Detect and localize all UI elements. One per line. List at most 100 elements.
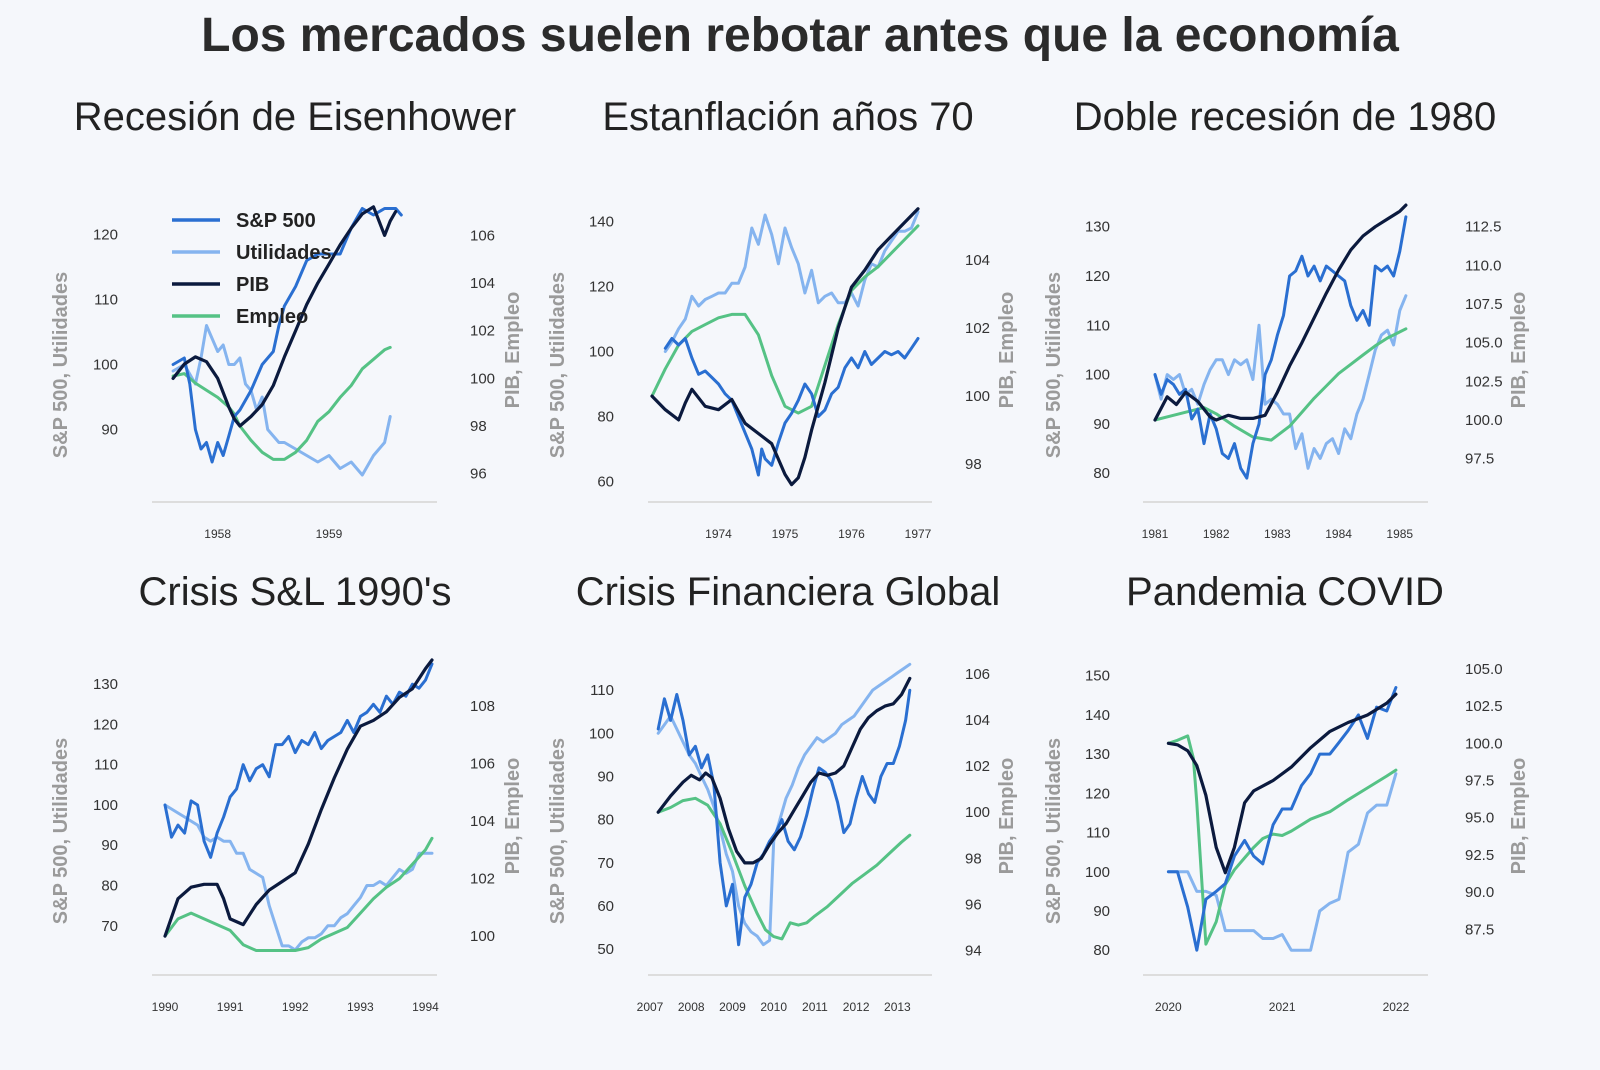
y-tick-label: 140 [1085,707,1110,724]
y-tick-label: 130 [1085,746,1110,763]
series-line-utilidades [663,210,920,353]
y2-tick-label: 87.5 [1465,921,1494,938]
y-tick-label: 90 [597,768,614,785]
y-tick-label: 90 [1093,903,1110,920]
panel-crisis-financiera-global: 2007 2008 2009 2010 2011 2012 2013 50 60 70 80 90 10… [547,662,1018,1014]
series-line-s-p-500 [171,207,403,464]
y-tick-label: 150 [1085,668,1110,685]
y2-tick-label: 90.0 [1465,884,1494,901]
y-axis-label: S&P 500, Utilidades [1043,272,1065,458]
x-tick-label: 1958 [204,527,231,541]
series-line-utilidades [171,324,392,477]
y-axis-label: S&P 500, Utilidades [1043,738,1065,924]
y2-tick-label: 92.5 [1465,847,1494,864]
x-tick-label: 2010 [760,1000,787,1014]
y-tick-label: 120 [93,716,118,733]
y-tick-label: 100 [93,357,118,374]
legend-label-utilidades: Utilidades [236,242,332,264]
panel-estanflacion-anos-70: 1974 1975 1976 1977 60 80 100 120 140 98 100 102 104… [547,207,1018,541]
panel-title-crisis-financiera-global: Crisis Financiera Global [575,570,1001,614]
y-tick-label: 140 [589,214,614,231]
y-axis-label: S&P 500, Utilidades [50,272,72,458]
y2-tick-label: 104 [470,275,495,292]
y2-tick-label: 105.0 [1465,335,1503,352]
series-line-pib [1153,203,1408,422]
y2-tick-label: 96 [965,896,982,913]
panel-crisis-s-l-1990-s: 1990 1991 1992 1993 1994 70 80 90 100 110 120 130 10… [50,658,524,1014]
series-line-empleo [656,796,912,941]
y2-tick-label: 110.0 [1465,257,1501,274]
y-tick-label: 80 [597,812,614,829]
x-tick-label: 2007 [637,1000,664,1014]
x-tick-label: 1959 [316,527,343,541]
y2-axis-label: PIB, Empleo [502,292,524,409]
y-tick-label: 80 [597,409,614,426]
panel-doble-recesion-de-1980: 1981 1982 1983 1984 1985 80 90 100 110 120 130 97.5… [1043,203,1530,541]
series-line-empleo [171,345,392,461]
y-tick-label: 60 [597,474,614,491]
series-line-pib [171,205,398,428]
y2-tick-label: 95.0 [1465,810,1494,827]
y-tick-label: 100 [93,797,118,814]
legend-label-s-p-500: S&P 500 [236,210,316,232]
panel-title-estanflacion-anos-70: Estanflación años 70 [602,95,974,139]
x-tick-label: 2011 [802,1000,828,1014]
y2-tick-label: 105.0 [1465,661,1503,678]
x-tick-label: 2009 [719,1000,746,1014]
y-tick-label: 90 [101,837,118,854]
series-line-utilidades [163,803,434,952]
panel-recesion-de-eisenhower: 1958 1959 90 100 110 120 96 98 100 102 104 106 S&P 5… [50,205,524,541]
series-line-s-p-500 [656,688,912,947]
series-line-empleo [1153,327,1408,442]
series-line-s-p-500 [1153,215,1408,480]
series-line-pib [163,658,434,938]
y2-tick-label: 102.5 [1465,698,1503,715]
y2-tick-label: 97.5 [1465,773,1494,790]
y2-tick-label: 100 [965,804,990,821]
x-tick-label: 2020 [1155,1000,1182,1014]
x-tick-label: 1990 [152,1000,179,1014]
y2-tick-label: 98 [470,418,487,435]
legend: S&P 500 Utilidades PIB Empleo [172,210,332,328]
panel-title-doble-recesion-de-1980: Doble recesión de 1980 [1073,95,1497,139]
y2-axis-label: PIB, Empleo [1508,292,1530,409]
x-tick-label: 1984 [1325,527,1352,541]
y-tick-label: 80 [1093,942,1110,959]
x-tick-label: 1977 [905,527,932,541]
panel-pandemia-covid: 2020 2021 2022 80 90 100 110 120 130 140 150 87.5 90… [1043,661,1530,1014]
series-line-pib [650,207,920,487]
y-tick-label: 110 [590,682,614,699]
x-tick-label: 2022 [1383,1000,1410,1014]
y2-tick-label: 98 [965,850,982,867]
y2-tick-label: 106 [470,756,495,773]
y-tick-label: 120 [589,279,614,296]
x-tick-label: 1976 [838,527,865,541]
y2-tick-label: 112.5 [1465,219,1501,236]
y2-tick-label: 102 [965,758,990,775]
y-tick-label: 120 [93,227,118,244]
y2-tick-label: 100.0 [1465,735,1503,752]
y-tick-label: 60 [597,898,614,915]
y2-tick-label: 106 [965,666,990,683]
y-tick-label: 120 [1085,785,1110,802]
y2-tick-label: 102 [965,320,990,337]
y2-axis-label: PIB, Empleo [996,758,1018,875]
x-tick-label: 1975 [772,527,799,541]
x-tick-label: 1994 [412,1000,439,1014]
y-tick-label: 90 [101,422,118,439]
y2-tick-label: 94 [965,942,982,959]
series-line-empleo [1166,734,1398,946]
y2-tick-label: 100 [470,370,495,387]
x-tick-label: 2021 [1269,1000,1296,1014]
y2-tick-label: 104 [470,813,495,830]
x-tick-label: 1981 [1142,527,1169,541]
y2-tick-label: 102.5 [1465,373,1503,390]
y-tick-label: 110 [94,757,118,774]
panel-title-pandemia-covid: Pandemia COVID [1126,570,1444,614]
y-tick-label: 100 [589,725,614,742]
y2-tick-label: 100.0 [1465,412,1503,429]
y2-tick-label: 102 [470,871,495,888]
y2-tick-label: 106 [470,227,495,244]
y2-tick-label: 108 [470,698,495,715]
